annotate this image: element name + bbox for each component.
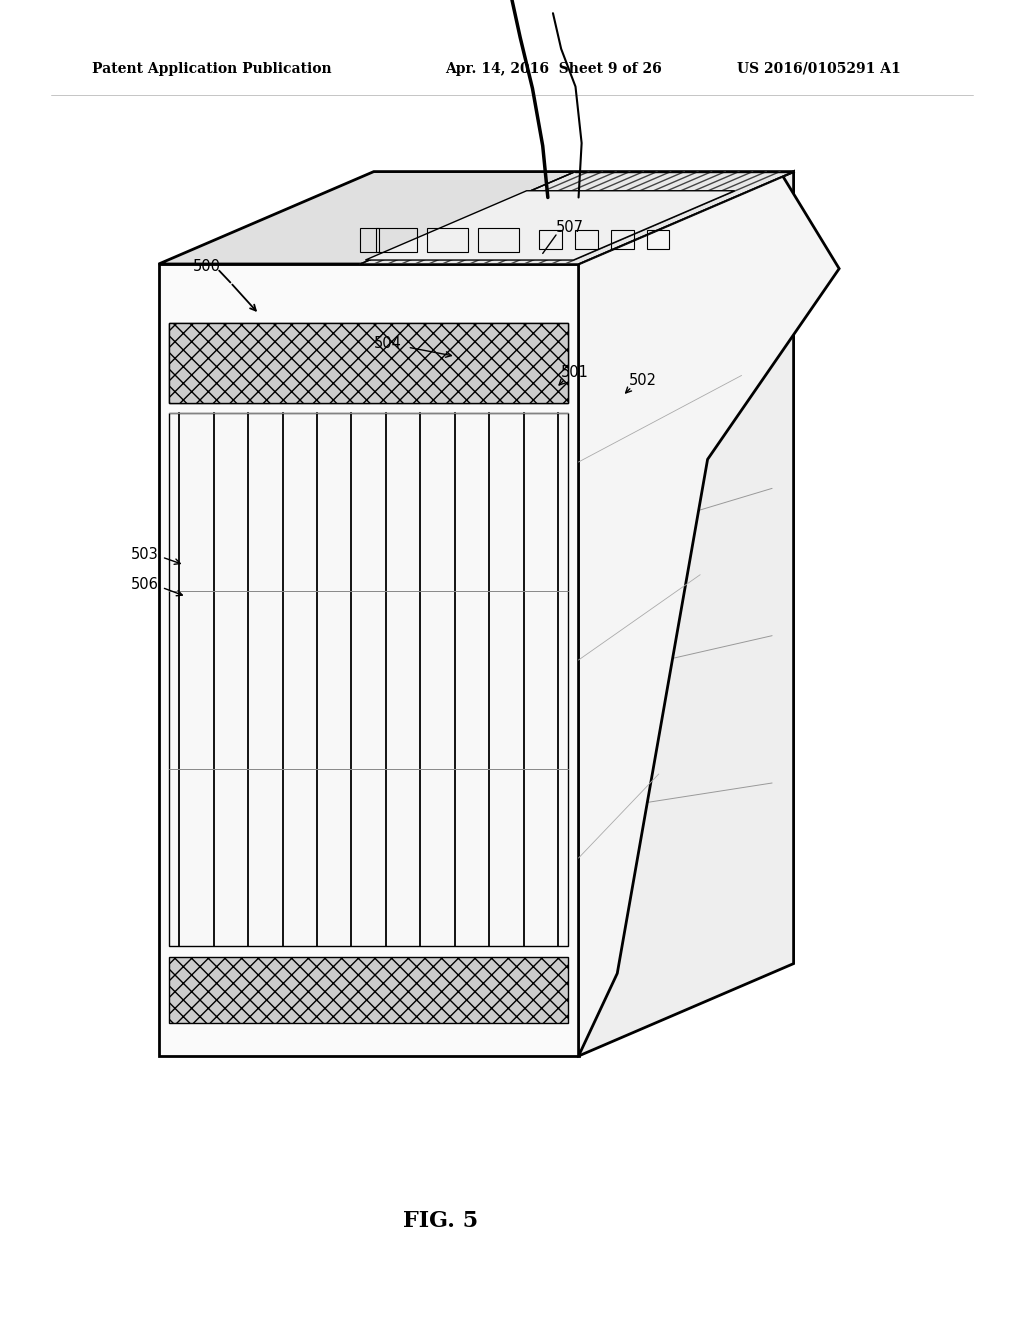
Text: 503: 503 [131,546,159,562]
Polygon shape [360,172,794,264]
Polygon shape [159,172,794,264]
Polygon shape [169,323,568,403]
Text: FIG. 5: FIG. 5 [402,1210,478,1232]
Text: 500: 500 [193,259,220,275]
Polygon shape [366,190,734,260]
Text: Apr. 14, 2016  Sheet 9 of 26: Apr. 14, 2016 Sheet 9 of 26 [445,62,663,75]
Text: Patent Application Publication: Patent Application Publication [92,62,332,75]
Text: US 2016/0105291 A1: US 2016/0105291 A1 [737,62,901,75]
Text: 502: 502 [629,372,656,388]
Polygon shape [169,323,568,403]
Text: 504: 504 [374,335,401,351]
Polygon shape [579,172,794,1056]
Text: 507: 507 [556,219,584,235]
Text: 506: 506 [131,577,159,593]
Polygon shape [579,177,840,1056]
Polygon shape [169,413,568,946]
Polygon shape [159,264,579,1056]
Text: 501: 501 [561,364,589,380]
Polygon shape [169,957,568,1023]
